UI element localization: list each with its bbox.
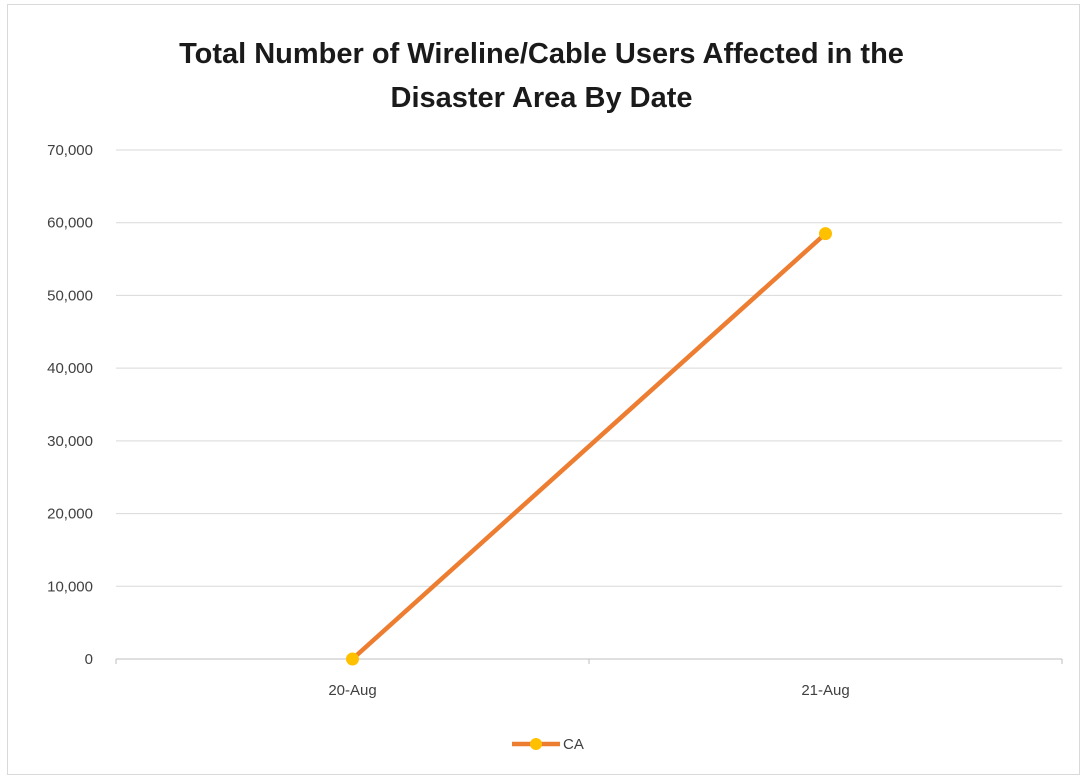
chart-title-line-2: Disaster Area By Date (390, 82, 693, 114)
chart-frame (7, 4, 1080, 775)
data-point (819, 227, 832, 241)
chart-title-line-1: Total Number of Wireline/Cable Users Aff… (179, 38, 904, 70)
data-point (346, 652, 359, 666)
x-tick-label: 21-Aug (801, 682, 849, 699)
y-tick-label: 30,000 (47, 433, 93, 450)
series-line (350, 231, 828, 662)
y-tick-label: 70,000 (47, 142, 93, 159)
x-tick-label: 20-Aug (328, 682, 376, 699)
legend-marker-swatch (530, 738, 542, 750)
y-tick-label: 60,000 (47, 215, 93, 232)
y-tick-label: 50,000 (47, 287, 93, 304)
y-tick-label: 0 (85, 651, 93, 668)
chart-title: Total Number of Wireline/Cable Users Aff… (0, 32, 1083, 120)
y-tick-label: 10,000 (47, 578, 93, 595)
y-tick-label: 20,000 (47, 506, 93, 523)
y-tick-label: 40,000 (47, 360, 93, 377)
legend-label: CA (563, 736, 584, 753)
